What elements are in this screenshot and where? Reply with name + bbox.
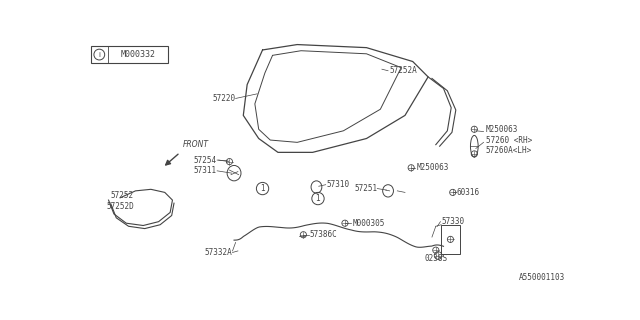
Text: 57330: 57330 (442, 217, 465, 226)
Text: 57252A: 57252A (390, 66, 417, 75)
Text: 57310: 57310 (326, 180, 349, 189)
Text: 1: 1 (316, 194, 321, 203)
Text: M250063: M250063 (417, 163, 449, 172)
Text: 60316: 60316 (456, 188, 480, 197)
Text: 57311: 57311 (193, 166, 216, 175)
Text: 57252D: 57252D (106, 202, 134, 211)
Text: 57254: 57254 (193, 156, 216, 164)
Text: 57260 <RH>: 57260 <RH> (486, 136, 532, 145)
Text: 57260A<LH>: 57260A<LH> (486, 146, 532, 155)
Text: 1: 1 (260, 184, 265, 193)
Bar (441, 225, 460, 254)
Text: 57386C: 57386C (310, 230, 337, 239)
Text: 57332A: 57332A (204, 248, 232, 257)
Text: 57220: 57220 (212, 94, 236, 103)
Text: A550001103: A550001103 (519, 273, 565, 282)
Text: 57251: 57251 (355, 184, 378, 193)
Bar (91, 46, 168, 63)
Text: M000332: M000332 (120, 50, 156, 59)
Text: i: i (99, 52, 100, 58)
Text: M250063: M250063 (486, 125, 518, 134)
Text: FRONT: FRONT (183, 140, 209, 148)
Text: 0238S: 0238S (424, 254, 447, 263)
Text: M000305: M000305 (353, 219, 385, 228)
Text: 57252: 57252 (111, 191, 134, 200)
